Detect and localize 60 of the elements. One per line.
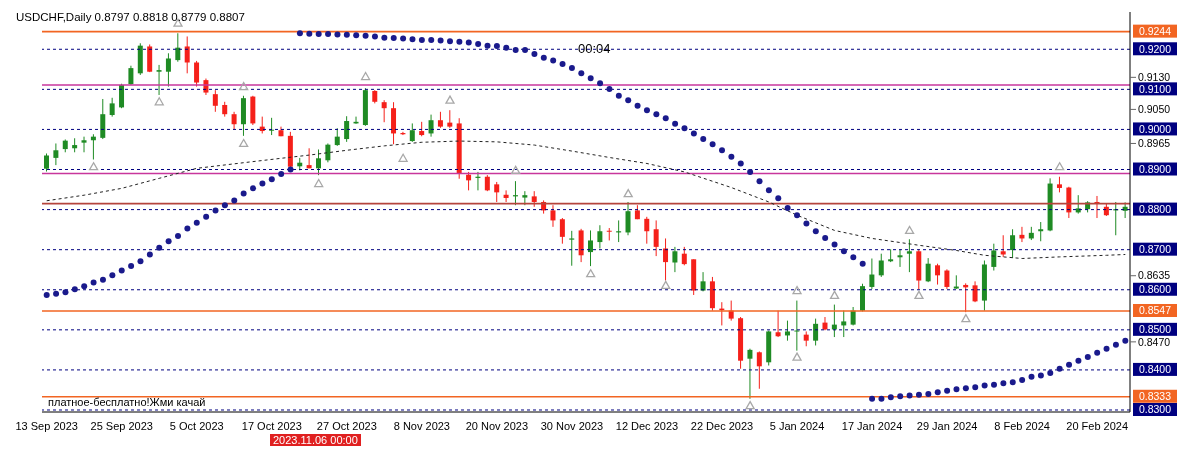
x-tick-label: 5 Oct 2023 [169, 420, 224, 432]
candlestick [606, 228, 612, 241]
candlestick [794, 300, 800, 351]
point [88, 162, 99, 171]
x-tick-label: 17 Jan 2024 [841, 420, 903, 432]
ref-line-label: 0.9244 [1138, 25, 1172, 38]
x-tick-label: 27 Oct 2023 [316, 420, 377, 432]
x-tick-label: 5 Jan 2024 [769, 420, 825, 432]
x-tick-label: 30 Nov 2023 [540, 420, 604, 432]
point [239, 81, 249, 91]
x-tick-label: 8 Feb 2024 [994, 420, 1050, 432]
ref-line-label: 0.8500 [1138, 323, 1172, 336]
point [154, 97, 164, 106]
annotation: платное-бесплатно!Жми качай [48, 396, 206, 408]
x-tick-label: 25 Sep 2023 [90, 420, 153, 432]
point [904, 225, 915, 235]
point [745, 400, 755, 410]
ref-line-label: 0.8333 [1138, 390, 1172, 403]
ref-line-label: 0.8800 [1138, 203, 1172, 216]
x-tick-label: 22 Dec 2023 [690, 420, 754, 432]
point [511, 165, 521, 174]
y-tick-label: 0.8470 [1138, 335, 1171, 348]
x-tick-label: 12 Dec 2023 [615, 420, 679, 432]
text: 2023.11.06 00:00 [270, 434, 361, 446]
y-tick-label: 0.8635 [1138, 269, 1171, 282]
ref-line-label: 0.9200 [1138, 42, 1172, 55]
x-tick-label: 8 Nov 2023 [393, 420, 450, 432]
x-tick-label: 13 Sep 2023 [15, 420, 78, 432]
x-tick-label: 20 Nov 2023 [465, 420, 529, 432]
point [961, 313, 971, 323]
point [239, 138, 249, 148]
point [586, 269, 596, 278]
point [914, 290, 924, 300]
x-tick-label: 17 Oct 2023 [241, 420, 302, 432]
ref-line-label: 0.8700 [1138, 243, 1172, 256]
point [360, 71, 371, 81]
point [661, 280, 671, 289]
point [314, 178, 324, 188]
x-tick-label: 20 Feb 2024 [1066, 420, 1129, 432]
ref-line-label: 0.8300 [1138, 403, 1172, 416]
ref-line-label: 0.8547 [1138, 304, 1172, 317]
point [792, 352, 802, 361]
point [792, 285, 802, 295]
point [398, 153, 408, 162]
chart-title: USDCHF,Daily 0.8797 0.8818 0.8779 0.8807 [16, 11, 245, 23]
y-tick-label: 0.9050 [1138, 103, 1171, 116]
point [829, 290, 840, 300]
ref-line-label: 0.9100 [1138, 82, 1172, 95]
point [623, 188, 633, 198]
line-series [46, 140, 1126, 259]
ref-line-label: 0.8600 [1138, 283, 1172, 296]
y-tick-label: 0.8965 [1138, 137, 1171, 150]
annotation: 00:04 [578, 41, 611, 56]
ref-line-label: 0.9000 [1138, 122, 1172, 135]
ref-line-label: 0.8900 [1138, 163, 1172, 176]
y-tick-label: 0.9130 [1138, 71, 1171, 84]
x-tick-label: 29 Jan 2024 [916, 420, 978, 432]
point [1055, 162, 1065, 171]
ref-line-label: 0.8400 [1138, 363, 1172, 376]
point [445, 95, 455, 104]
